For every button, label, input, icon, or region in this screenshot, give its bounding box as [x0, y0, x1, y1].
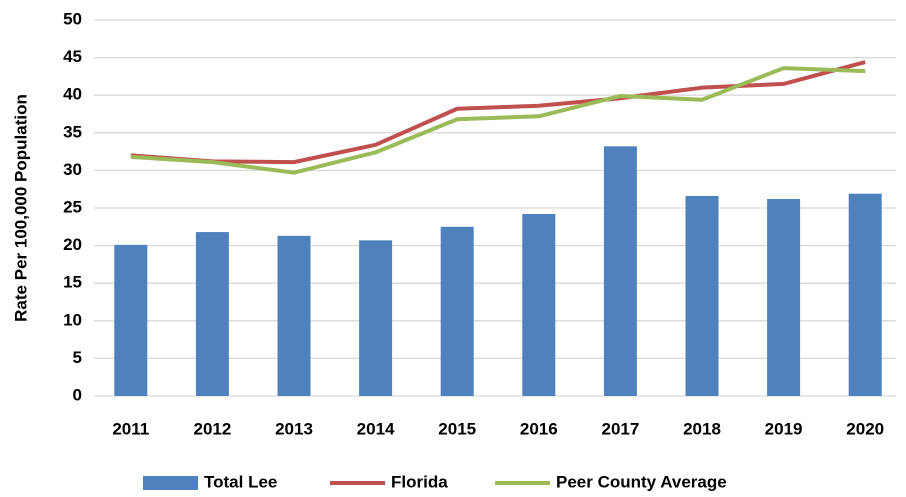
bar	[359, 240, 393, 396]
y-tick-label: 45	[63, 47, 82, 66]
x-tick-label: 2015	[438, 419, 476, 438]
y-tick-label: 40	[63, 85, 82, 104]
legend-swatch	[143, 476, 198, 490]
bar	[685, 195, 719, 396]
legend-label: Florida	[391, 472, 448, 491]
y-tick-label: 5	[73, 348, 82, 367]
bar	[277, 235, 311, 396]
y-tick-label: 50	[63, 9, 82, 28]
bar	[767, 198, 801, 396]
y-tick-label: 0	[73, 385, 82, 404]
bar	[848, 193, 882, 396]
line	[130, 66, 866, 175]
bar	[603, 146, 637, 396]
bar	[440, 226, 474, 396]
x-tick-label: 2012	[193, 419, 231, 438]
x-tick-label: 2019	[765, 419, 803, 438]
x-tick-label: 2013	[275, 419, 313, 438]
legend-label: Peer County Average	[556, 472, 727, 491]
x-tick-label: 2016	[520, 419, 558, 438]
bar	[114, 244, 148, 396]
y-tick-label: 35	[63, 122, 82, 141]
y-tick-label: 25	[63, 197, 82, 216]
x-tick-label: 2020	[846, 419, 884, 438]
y-tick-label: 10	[63, 310, 82, 329]
legend-label: Total Lee	[204, 472, 277, 491]
y-tick-label: 15	[63, 273, 82, 292]
x-tick-label: 2017	[601, 419, 639, 438]
x-tick-label: 2014	[357, 419, 395, 438]
y-tick-label: 30	[63, 160, 82, 179]
y-axis-title: Rate Per 100,000 Population	[11, 94, 30, 322]
bar	[522, 214, 556, 396]
x-tick-label: 2018	[683, 419, 721, 438]
y-tick-label: 20	[63, 235, 82, 254]
bar	[195, 232, 229, 396]
x-tick-label: 2011	[112, 419, 149, 438]
